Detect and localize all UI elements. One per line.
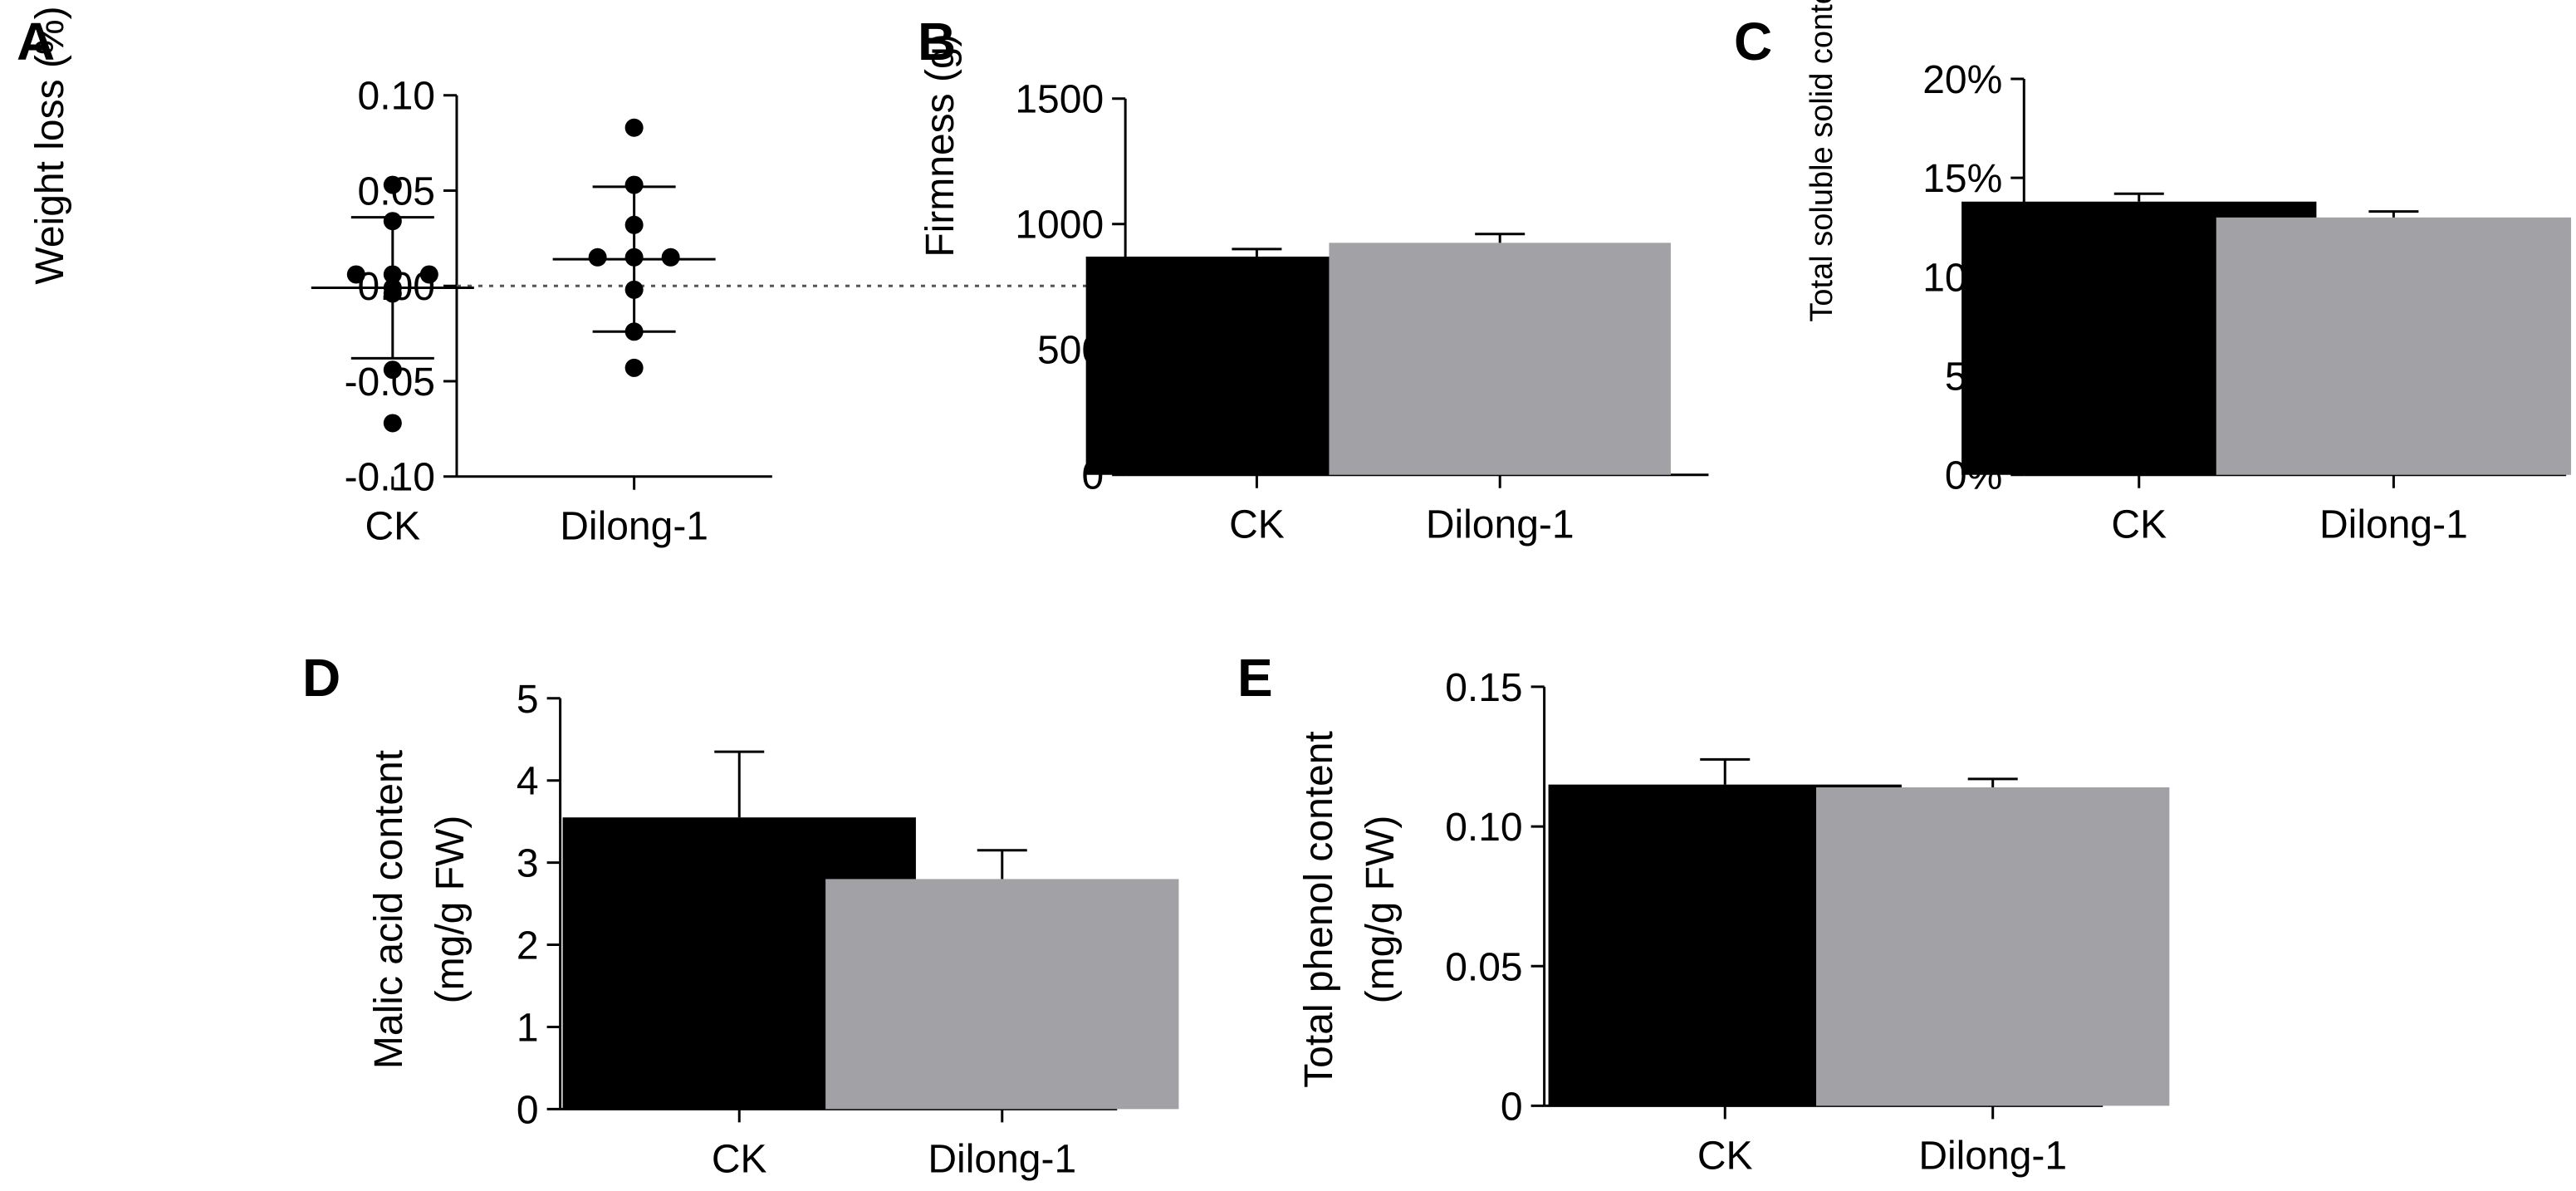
- panel-B-xtick-label: CK: [1229, 503, 1285, 547]
- panel-E-ytick-label: 0.10: [1445, 806, 1522, 850]
- panel-D-ytick-label: 4: [517, 760, 539, 804]
- panel-letter-E: E: [1237, 648, 1273, 708]
- panel-A-point-ck: [346, 265, 365, 284]
- panel-D-ytick-label: 5: [517, 678, 539, 722]
- panel-B-bar-dilong-1: [1329, 243, 1671, 475]
- panel-B-ylabel: Firmness (g): [918, 33, 962, 257]
- panel-C-ylabel: Total soluble solid content: [1805, 0, 1839, 322]
- panel-B-xtick-label: Dilong-1: [1426, 503, 1574, 547]
- panel-D-ylabel-unit: (mg/g FW): [429, 816, 473, 1004]
- panel-letter-B: B: [918, 12, 956, 71]
- panel-E-ytick-label: 0: [1501, 1085, 1523, 1129]
- panel-A-point-dilong-1: [624, 118, 644, 137]
- chart-marks: 0.100.050.00-0.05-0.10CKDilong-115001000…: [311, 58, 2572, 1181]
- panel-D-ylabel: Malic acid content: [367, 750, 411, 1069]
- panel-A-point-dilong-1: [624, 175, 644, 194]
- panel-E-ytick-label: 0.15: [1445, 666, 1522, 710]
- panel-letter-C: C: [1734, 12, 1772, 71]
- panel-A-point-dilong-1: [588, 248, 607, 267]
- panel-A-point-ck: [419, 265, 438, 284]
- panel-E-bar-dilong-1: [1816, 787, 2170, 1106]
- panel-D-xtick-label: Dilong-1: [928, 1137, 1076, 1181]
- panel-E-xtick-label: CK: [1697, 1134, 1753, 1178]
- panel-A-point-dilong-1: [661, 248, 680, 267]
- panel-B-ytick-label: 1000: [1015, 203, 1104, 248]
- panel-C-bar-dilong-1: [2216, 217, 2572, 475]
- panel-A-xtick-label: CK: [365, 505, 420, 549]
- panel-A-xtick-label: Dilong-1: [560, 505, 708, 549]
- panel-D-ytick-label: 1: [517, 1006, 539, 1050]
- panel-C-xtick-label: CK: [2111, 503, 2167, 547]
- panel-B-ytick-label: 1500: [1015, 78, 1104, 122]
- panel-D-ytick-label: 0: [517, 1088, 539, 1132]
- panel-A-point-ck: [383, 175, 402, 194]
- panel-C-xtick-label: Dilong-1: [2319, 503, 2468, 547]
- panel-E-ylabel-unit: (mg/g FW): [1359, 816, 1403, 1004]
- panel-A-ytick-label: -0.10: [345, 456, 435, 500]
- panel-A-point-ck: [383, 414, 402, 433]
- panel-letter-D: D: [302, 648, 340, 708]
- panel-E-ylabel: Total phenol content: [1297, 731, 1341, 1088]
- panel-E-xtick-label: Dilong-1: [1918, 1134, 2067, 1178]
- panel-A-ytick-label: 0.10: [358, 75, 435, 119]
- panel-letter-A: A: [17, 12, 55, 71]
- panel-D-ytick-label: 3: [517, 842, 539, 886]
- panel-E-ytick-label: 0.05: [1445, 945, 1522, 989]
- panel-D-ytick-label: 2: [517, 924, 539, 968]
- panel-C-ytick-label: 20%: [1922, 58, 2002, 102]
- panel-A-point-ck: [383, 360, 402, 380]
- panel-A-ylabel: Weight loss (%): [28, 6, 72, 284]
- panel-C-ytick-label: 15%: [1922, 157, 2002, 201]
- panel-A-point-dilong-1: [624, 358, 644, 377]
- panel-D-xtick-label: CK: [712, 1137, 767, 1181]
- panel-D-bar-dilong-1: [825, 879, 1179, 1110]
